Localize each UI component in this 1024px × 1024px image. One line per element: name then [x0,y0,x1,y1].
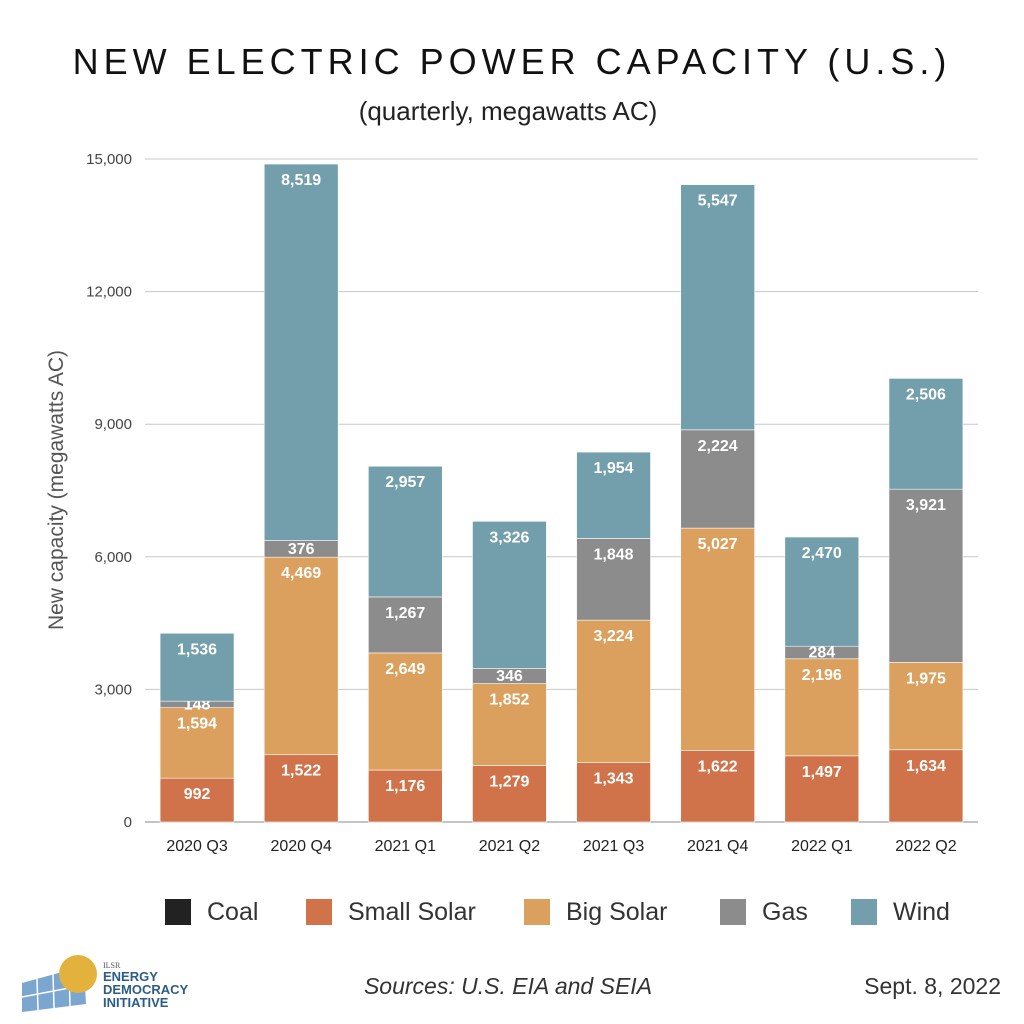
data-label: 1,634 [906,758,946,775]
bar-segment-wind [888,378,964,490]
bar-segment-small-solar [368,769,443,823]
y-axis-label: New capacity (megawatts AC) [45,350,68,630]
y-axis-ticks: 0 3,000 6,000 9,000 12,000 15,000 [86,151,132,831]
legend-label: Wind [893,898,950,926]
data-label: 1,975 [906,670,946,687]
x-axis-ticks: 2020 Q3 2020 Q4 2021 Q1 2021 Q2 2021 Q3 2021 … [166,838,956,855]
logo-line-3: INITIATIVE [103,995,169,1010]
data-label: 1,848 [594,546,634,563]
data-label: 1,536 [177,641,217,658]
data-label: 284 [808,644,835,661]
legend-label: Big Solar [566,898,667,926]
bar-segment-big-solar [159,707,235,779]
bar-segment-big-solar [263,556,339,756]
bar-segment-wind [472,521,547,669]
x-tick-label: 2021 Q3 [583,838,644,855]
legend-label: Gas [762,898,808,926]
ilsr-logo: ILSR ENERGY DEMOCRACY INITIATIVE [21,955,189,1012]
data-label: 2,196 [802,667,842,684]
data-label: 376 [288,541,315,558]
bar-segment-big-solar [576,619,651,763]
data-label: 992 [184,786,211,803]
data-label: 5,547 [698,193,738,210]
x-tick-label: 2020 Q4 [270,838,331,855]
y-tick-label: 12,000 [86,284,132,301]
data-label: 3,326 [489,529,529,546]
data-label: 4,469 [281,565,321,582]
bar-segment-small-solar [576,762,651,823]
bar-segment-gas [888,488,964,663]
bar-segment-wind [680,184,755,431]
data-label: 1,622 [698,758,738,775]
sun-icon [59,955,97,993]
legend: Coal Small Solar Big Solar Gas Wind [165,898,950,926]
bar-segment-small-solar [472,765,547,823]
data-label: 1,594 [177,716,217,733]
chart-title: NEW ELECTRIC POWER CAPACITY (U.S.) [73,41,952,82]
data-label: 8,519 [281,172,321,189]
bar-segment-small-solar [784,755,860,823]
bar-segment-wind [368,465,443,598]
data-label: 2,470 [802,545,842,562]
data-label: 1,176 [385,778,425,795]
logo-line-1: ENERGY [103,969,158,984]
bar-segment-small-solar [888,749,964,823]
bar-segment-wind [263,163,339,541]
legend-swatch-wind [851,899,877,925]
legend-label: Coal [207,898,258,926]
data-label: 3,224 [594,628,634,645]
legend-swatch-gas [720,899,746,925]
y-tick-label: 3,000 [94,681,132,698]
bar-segment-big-solar [784,658,860,757]
bar-segment-wind [576,451,651,539]
logo-line-2: DEMOCRACY [103,982,189,997]
data-label: 5,027 [698,536,738,553]
data-label: 2,224 [698,438,738,455]
data-label: 346 [496,668,523,685]
data-label: 3,921 [906,497,946,514]
x-tick-label: 2021 Q4 [687,838,748,855]
data-label: 2,957 [385,474,425,491]
x-tick-label: 2020 Q3 [166,838,227,855]
bar-segment-small-solar [680,750,755,823]
y-tick-label: 9,000 [94,416,132,433]
y-tick-label: 6,000 [94,549,132,566]
legend-swatch-coal [165,899,191,925]
bar-segment-gas [576,538,651,621]
data-label: 1,279 [489,773,529,790]
legend-swatch-big-solar [524,899,550,925]
logo-small-text: ILSR [103,961,121,970]
legend-swatch-small-solar [306,899,332,925]
data-label: 2,649 [385,661,425,678]
x-tick-label: 2022 Q2 [895,838,956,855]
y-tick-label: 15,000 [86,151,132,168]
footer-sources: Sources: U.S. EIA and SEIA [364,973,652,999]
bar-segment-wind [159,632,235,702]
data-label: 1,497 [802,764,842,781]
data-label: 2,506 [906,386,946,403]
bar-segment-big-solar [680,527,755,751]
bar-segment-wind [784,536,860,647]
data-label: 1,954 [594,460,634,477]
footer-date: Sept. 8, 2022 [864,973,1001,999]
bar-segment-gas [368,596,443,654]
data-label: 1,267 [385,605,425,622]
data-label: 1,522 [281,763,321,780]
chart-subtitle: (quarterly, megawatts AC) [359,96,658,126]
bar-segment-big-solar [888,662,964,751]
y-tick-label: 0 [124,814,132,831]
x-tick-label: 2022 Q1 [791,838,852,855]
bar-segment-small-solar [159,777,235,823]
x-tick-label: 2021 Q1 [375,838,436,855]
legend-label: Small Solar [348,898,476,926]
bar-segment-gas [680,429,755,529]
bar-segment-big-solar [472,683,547,766]
data-label: 1,343 [594,771,634,788]
bars: 9921,5941481,5361,5224,4693768,5191,1762… [159,163,964,823]
x-tick-label: 2021 Q2 [479,838,540,855]
data-label: 1,852 [489,692,529,709]
